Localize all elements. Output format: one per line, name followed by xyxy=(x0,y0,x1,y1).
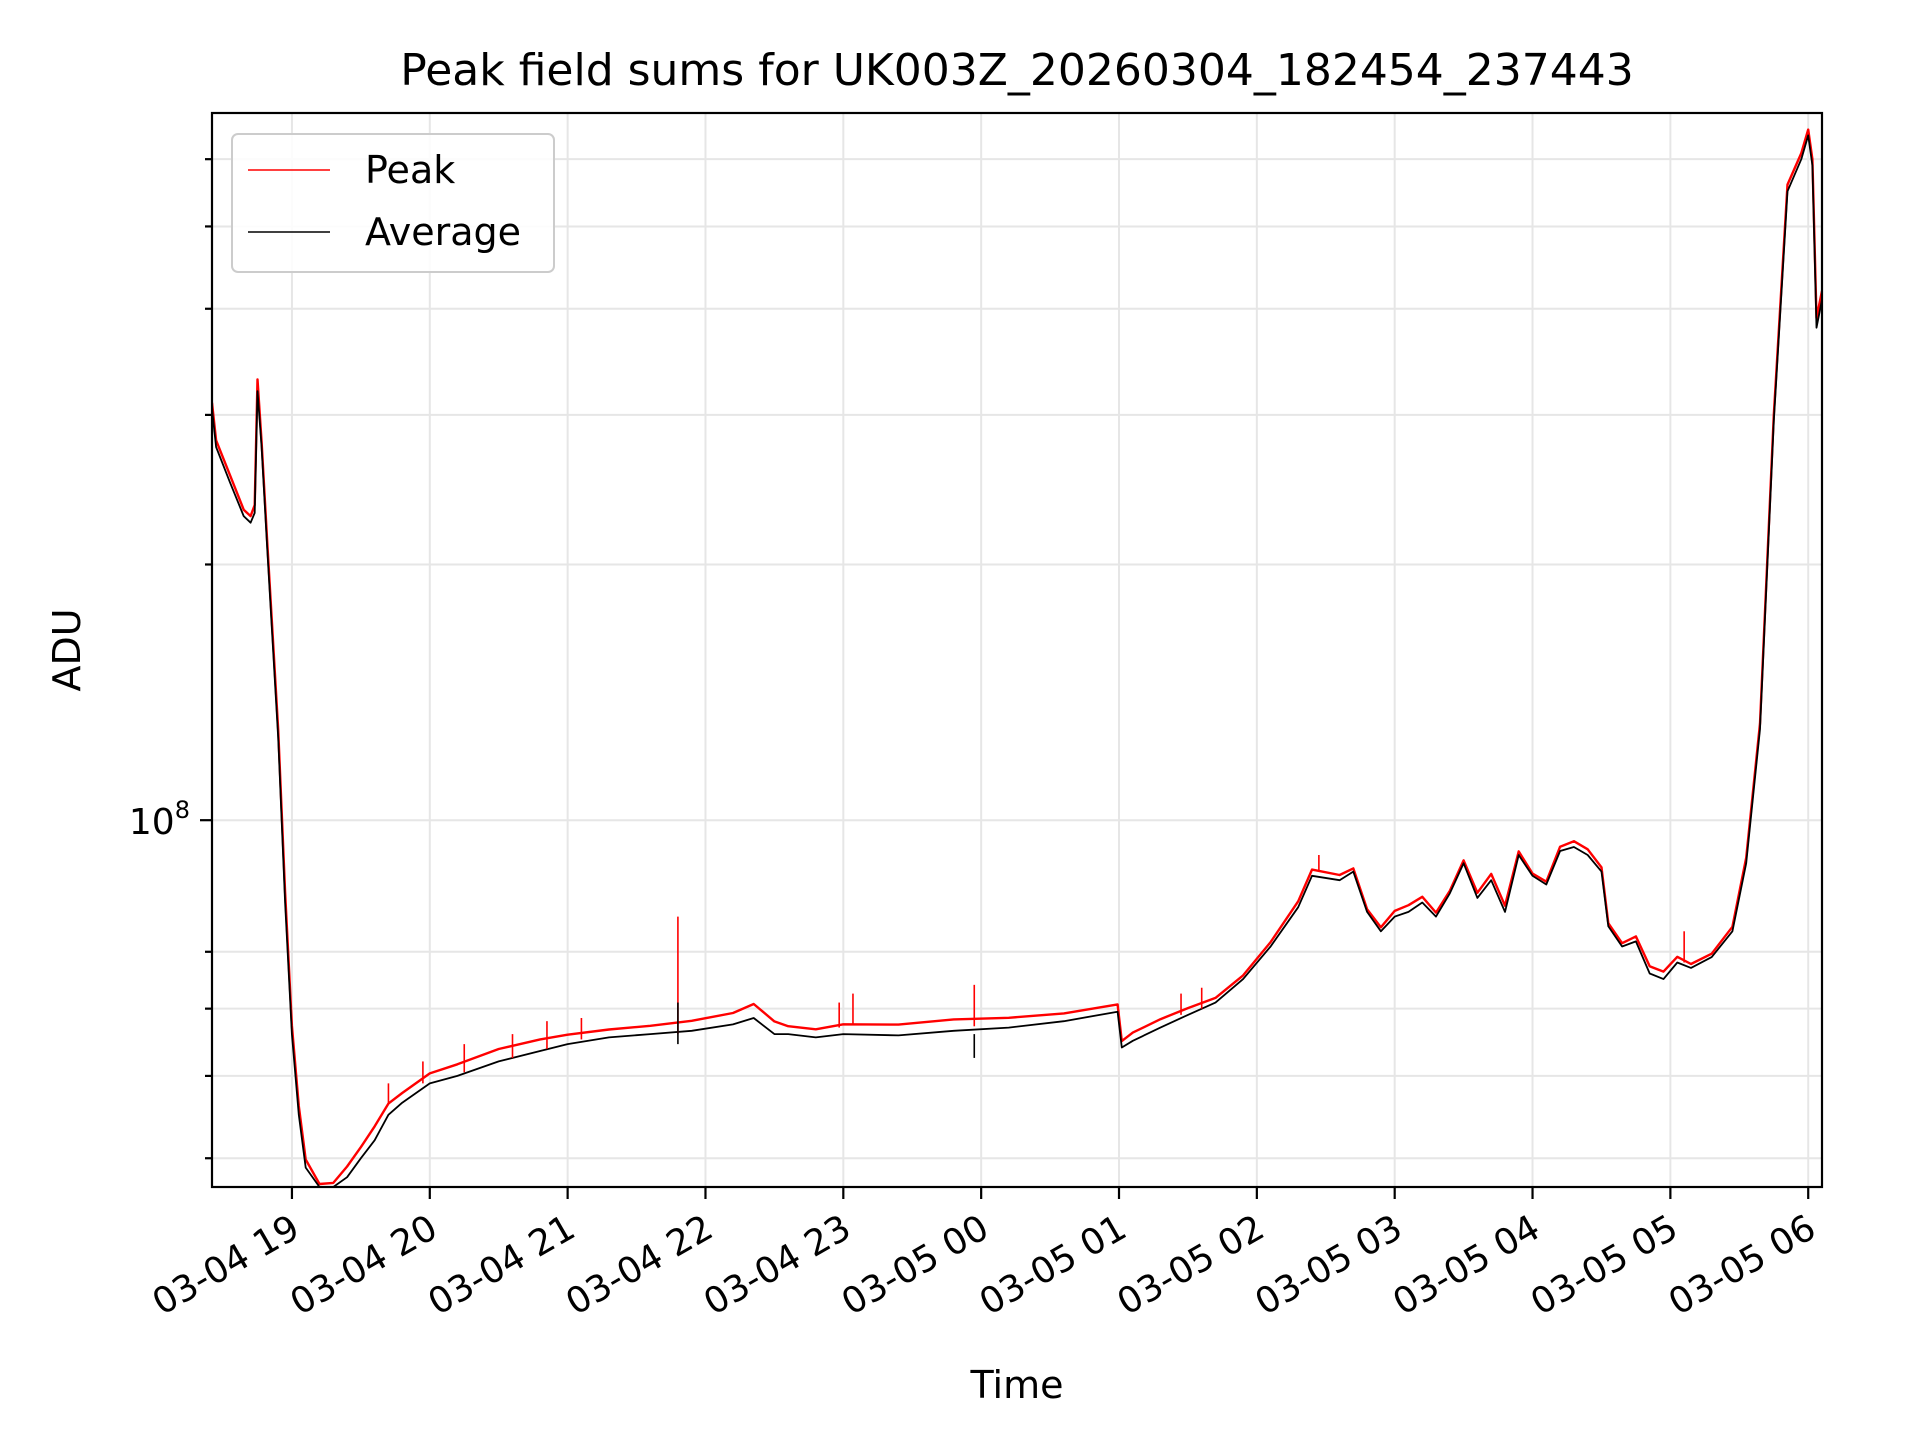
x-tick-label: 03-05 04 xyxy=(1386,1207,1547,1323)
x-tick-label: 03-05 05 xyxy=(1524,1207,1685,1323)
series-line-peak xyxy=(212,128,1822,1186)
plot-frame xyxy=(210,111,1824,1189)
y-axis-ticks: 108 xyxy=(129,158,212,1160)
x-axis-label: Time xyxy=(970,1363,1064,1407)
x-tick-label: 03-05 03 xyxy=(1249,1207,1410,1323)
x-tick-label: 03-04 21 xyxy=(421,1207,582,1323)
series-line-average xyxy=(212,134,1822,1187)
legend-label-average: Average xyxy=(365,210,521,254)
y-tick-label: 108 xyxy=(129,796,190,843)
x-tick-label: 03-05 06 xyxy=(1662,1207,1823,1323)
x-tick-label: 03-04 20 xyxy=(284,1207,445,1323)
x-tick-label: 03-04 23 xyxy=(697,1207,858,1323)
y-axis-label: ADU xyxy=(45,608,89,691)
chart-title: Peak field sums for UK003Z_20260304_1824… xyxy=(400,45,1634,96)
series-group xyxy=(212,128,1822,1187)
x-tick-label: 03-04 22 xyxy=(559,1207,720,1323)
x-tick-label: 03-05 02 xyxy=(1111,1207,1272,1323)
y-tick-exponent: 8 xyxy=(175,796,190,824)
legend-box xyxy=(231,133,555,273)
x-tick-label: 03-04 19 xyxy=(146,1207,307,1323)
y-tick-base: 10 xyxy=(129,802,175,843)
legend: Peak Average xyxy=(231,133,555,273)
x-tick-label: 03-05 00 xyxy=(835,1207,996,1323)
series-layer xyxy=(212,128,1822,1187)
x-tick-label: 03-05 01 xyxy=(973,1207,1134,1323)
grid xyxy=(212,113,1822,1187)
legend-label-peak: Peak xyxy=(365,148,455,192)
